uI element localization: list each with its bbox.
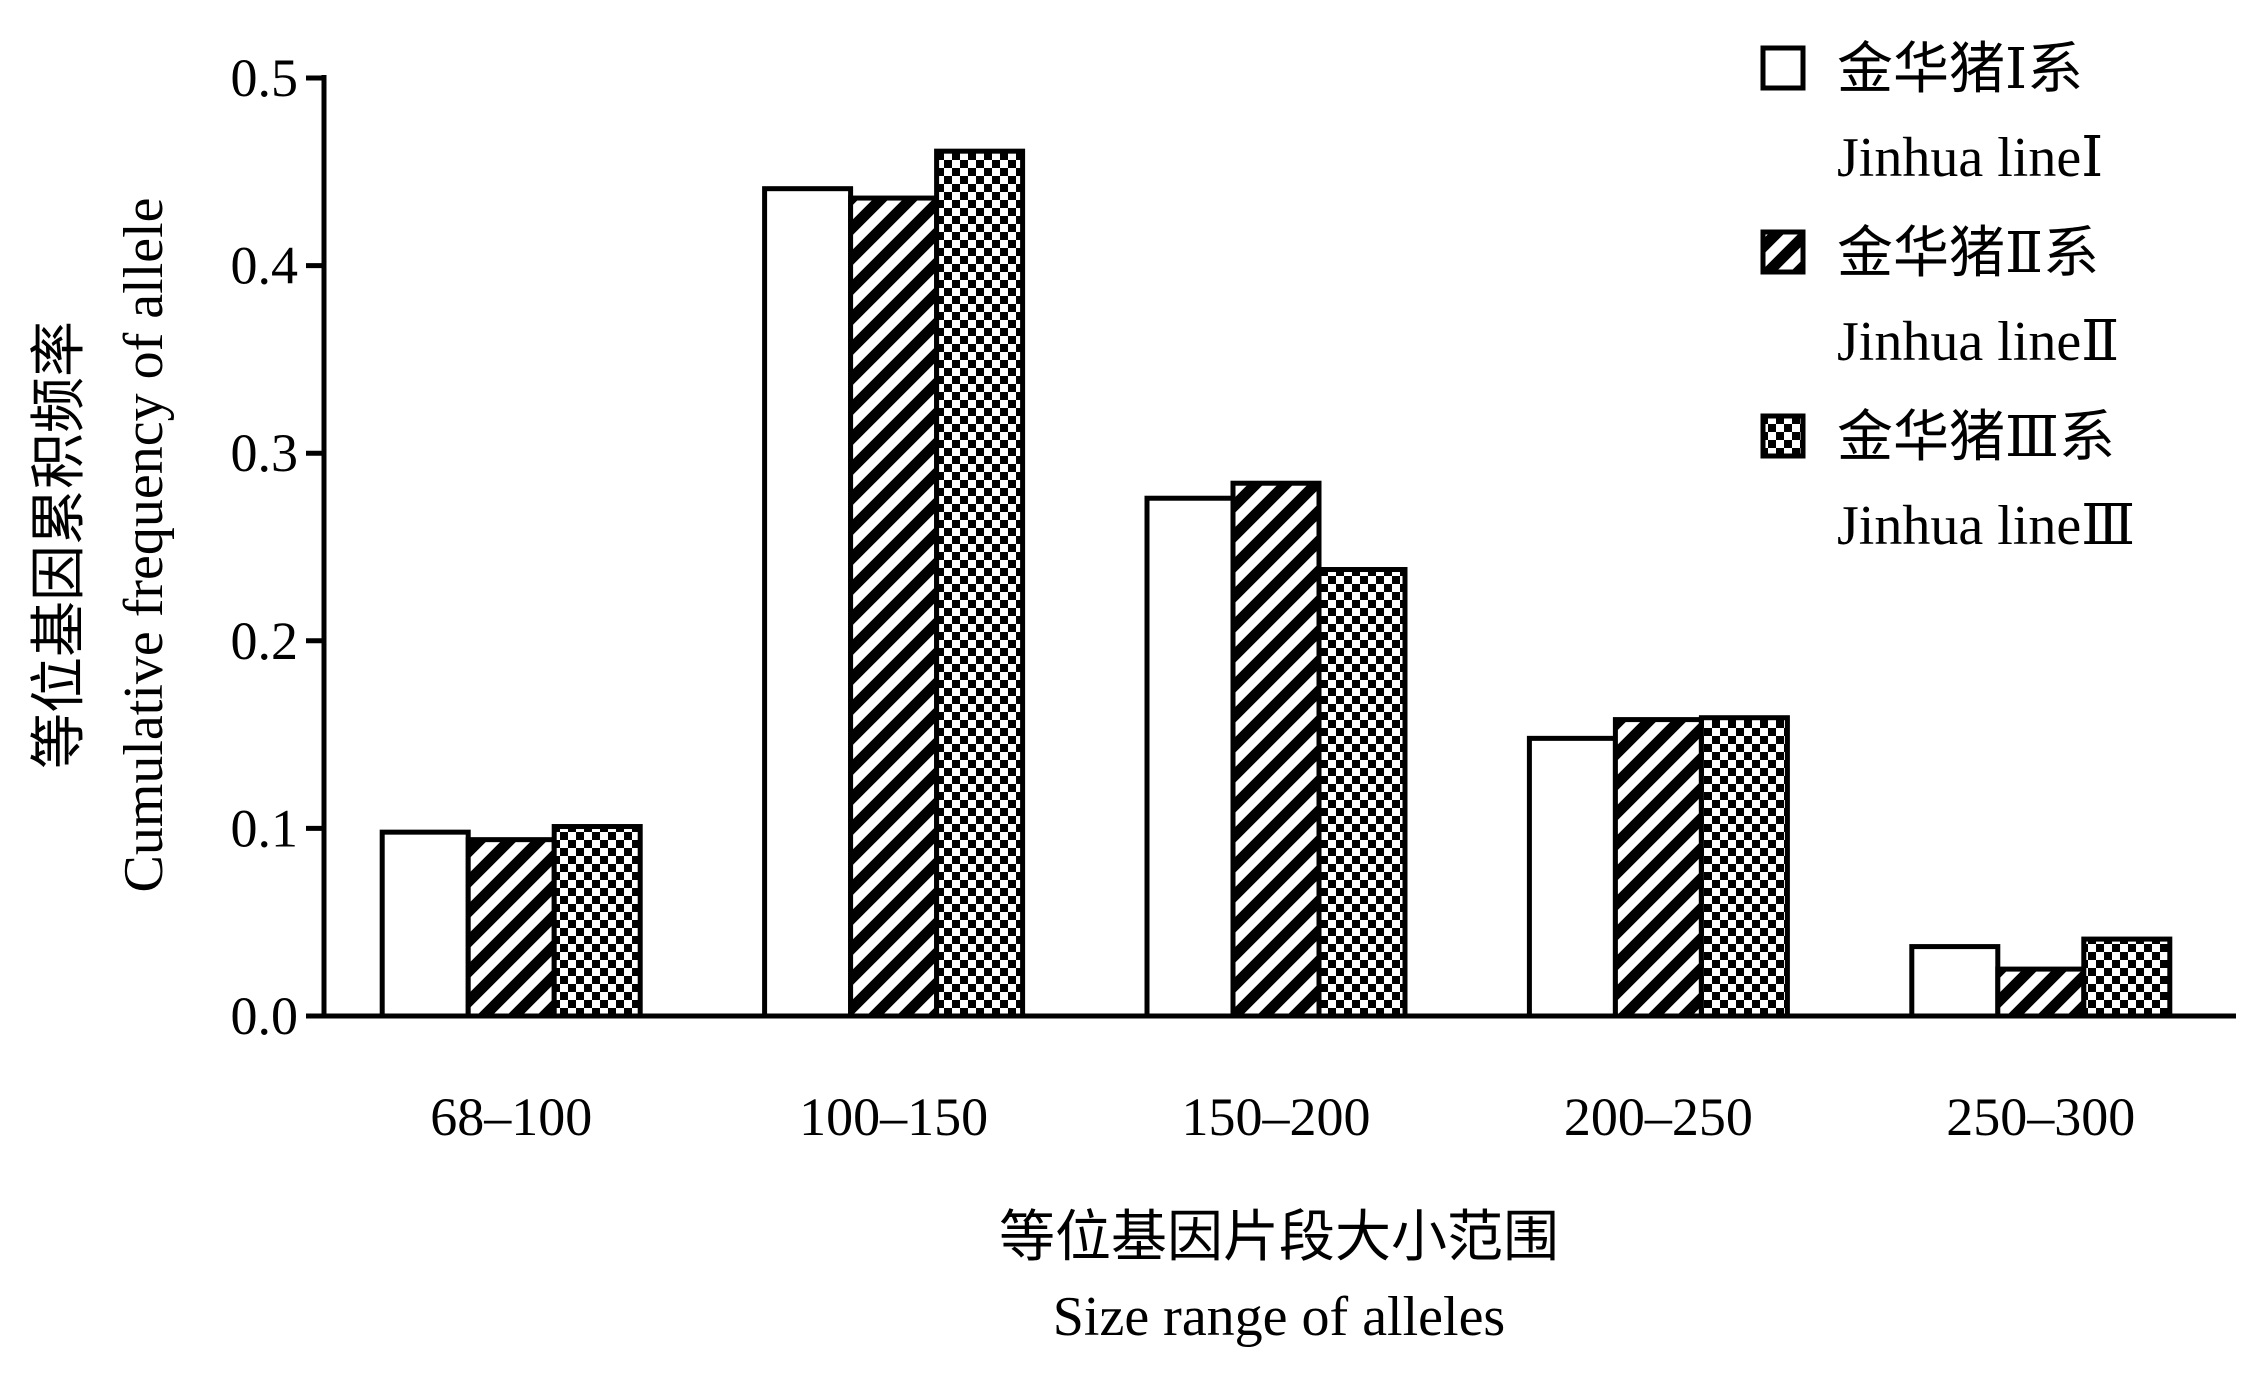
y-tick-label: 0.2	[231, 611, 299, 671]
y-ticks-group: 0.0 0.1 0.2 0.3 0.4 0.5	[231, 48, 324, 1046]
legend-label-en: Jinhua lineⅡ	[1837, 311, 2119, 373]
bar-diagonal-3	[1612, 717, 1704, 1019]
x-tick-label: 100–150	[799, 1087, 988, 1147]
bar-diagonal-1	[848, 195, 940, 1019]
bar-checker-4	[2081, 936, 2173, 1019]
bar-diagonal-4	[1995, 966, 2087, 1019]
bars-group	[379, 148, 2173, 1019]
x-tick-label: 68–100	[430, 1087, 592, 1147]
x-tick-label: 250–300	[1946, 1087, 2135, 1147]
y-axis-label-en: Cumulative frequency of allele	[113, 197, 175, 892]
bar-open-4	[1909, 944, 2001, 1019]
y-tick-label: 0.3	[231, 423, 299, 483]
bar-diagonal-2	[1230, 480, 1322, 1019]
y-axis-label-cn: 等位基因累积频率	[29, 321, 91, 769]
bar-open-3	[1526, 735, 1618, 1019]
legend: 金华猪Ⅰ系 Jinhua lineⅠ 金华猪Ⅱ系 Jinhua lineⅡ 金华猪Ⅲ系 J…	[1760, 39, 2135, 557]
x-tick-label: 150–200	[1182, 1087, 1371, 1147]
legend-label-cn: 金华猪Ⅲ系	[1837, 407, 2115, 469]
bar-open-2	[1144, 495, 1236, 1019]
legend-label-cn: 金华猪Ⅱ系	[1837, 223, 2099, 285]
y-tick-label: 0.5	[231, 48, 299, 108]
bar-diagonal-0	[465, 837, 557, 1019]
bar-checker-3	[1698, 715, 1790, 1019]
y-tick-label: 0.4	[231, 236, 299, 296]
bar-checker-2	[1316, 567, 1408, 1019]
x-axis-label-en: Size range of alleles	[1053, 1286, 1505, 1348]
bar-checker-1	[934, 148, 1026, 1019]
legend-swatch-diagonal	[1760, 229, 1806, 275]
bar-checker-0	[551, 824, 643, 1019]
bar-open-1	[762, 186, 854, 1019]
bar-open-0	[379, 829, 471, 1019]
legend-swatch-checker	[1760, 413, 1806, 459]
legend-label-en: Jinhua lineⅠ	[1837, 127, 2103, 189]
y-tick-label: 0.1	[231, 798, 299, 858]
legend-label-cn: 金华猪Ⅰ系	[1837, 39, 2083, 101]
legend-swatch-open	[1760, 45, 1806, 91]
x-tick-labels-group: 68–100 100–150 150–200 200–250 250–300	[430, 1087, 2135, 1147]
x-tick-label: 200–250	[1564, 1087, 1753, 1147]
y-tick-label: 0.0	[231, 986, 299, 1046]
legend-label-en: Jinhua lineⅢ	[1837, 495, 2135, 557]
x-axis-label-cn: 等位基因片段大小范围	[999, 1207, 1559, 1269]
